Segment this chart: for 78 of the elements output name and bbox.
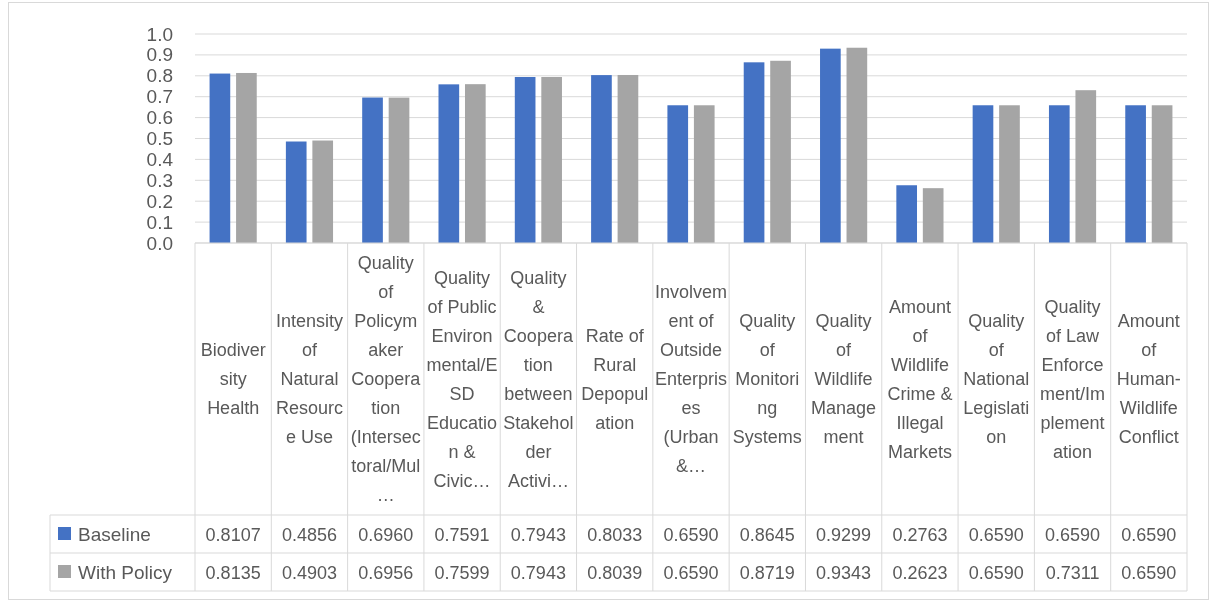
data-label: 0.8719: [739, 563, 795, 583]
data-label: 0.6590: [968, 525, 1024, 545]
data-label: 0.7943: [510, 563, 566, 583]
data-label: 0.7943: [510, 525, 566, 545]
y-tick-label: 0.6: [146, 107, 173, 129]
data-label: 0.6956: [358, 563, 414, 583]
x-tick-label: Amount of Human-Wildlife Conflict: [1116, 311, 1181, 447]
x-tick-label: Involvement of Outside Enterprises (Urban &…: [654, 282, 728, 476]
y-tick-label: 0.1: [146, 211, 173, 233]
data-label: 0.9299: [816, 525, 872, 545]
bar: [1151, 105, 1173, 243]
x-tick-label: Biodiversity Health: [200, 340, 266, 418]
category-label: Quality of Policymaker Cooperation (Intersectoral/Mul…: [350, 253, 421, 505]
data-label: 0.4856: [281, 525, 337, 545]
y-tick-label: 0.2: [146, 190, 173, 212]
data-label: 0.9343: [816, 563, 872, 583]
data-label: 0.2623: [892, 563, 948, 583]
bar: [591, 75, 612, 243]
bar: [693, 105, 715, 243]
bar: [820, 48, 841, 243]
bar: [999, 105, 1020, 243]
bar: [1048, 105, 1070, 243]
bar: [209, 73, 231, 243]
data-label: 0.6960: [358, 525, 414, 545]
bar: [438, 84, 460, 243]
x-tick-label: Quality of Monitoring Systems: [732, 311, 802, 447]
data-label: 0.2763: [892, 525, 948, 545]
bar: [1075, 90, 1097, 243]
y-tick-label: 1.0: [146, 23, 173, 45]
bar: [667, 105, 689, 243]
y-tick-label: 0.5: [146, 128, 173, 150]
bar: [896, 185, 918, 243]
bar: [1125, 105, 1146, 243]
bar: [743, 62, 765, 243]
data-label: 0.7599: [434, 563, 490, 583]
bar: [236, 72, 257, 243]
bar: [464, 84, 486, 243]
data-label: 0.6590: [968, 563, 1024, 583]
y-tick-label: 0.3: [146, 169, 173, 191]
x-tick-label: Quality of Law Enforcement/Implementation: [1040, 296, 1106, 462]
data-label: 0.8033: [587, 525, 643, 545]
bar: [312, 140, 334, 243]
x-tick-label: Amount of Wildlife Crime & Illegal Markets: [887, 296, 953, 462]
bar: [388, 97, 410, 243]
y-tick-label: 0.9: [146, 44, 173, 66]
data-label: 0.6590: [663, 563, 719, 583]
legend-label: Baseline: [78, 524, 151, 545]
x-tick-label: Rate of Rural Depopulation: [581, 325, 649, 433]
data-label: 0.7311: [1045, 563, 1100, 583]
bar: [770, 60, 791, 243]
bar: [972, 105, 994, 243]
bar: [285, 141, 307, 243]
data-label: 0.6590: [1121, 563, 1177, 583]
data-label: 0.8645: [739, 525, 795, 545]
bar: [617, 74, 639, 243]
x-tick-label: Quality of Public Environmental/ESD Education & Civic…: [426, 267, 498, 491]
y-tick-label: 0.7: [146, 86, 173, 108]
y-tick-label: 0.0: [146, 232, 173, 254]
bar: [846, 47, 868, 243]
y-tick-label: 0.4: [146, 148, 174, 170]
data-label: 0.8039: [587, 563, 643, 583]
data-label: 0.8107: [205, 525, 261, 545]
y-tick-label: 0.8: [146, 65, 173, 87]
bar: [922, 188, 944, 243]
bar: [362, 97, 383, 243]
data-label: 0.6590: [663, 525, 719, 545]
data-label: 0.4903: [281, 563, 337, 583]
x-tick-label: Quality & Cooperation between Stakeholder Activi…: [503, 267, 574, 491]
bar: [514, 76, 536, 243]
data-label: 0.6590: [1045, 525, 1101, 545]
data-label: 0.6590: [1121, 525, 1177, 545]
bar: [541, 76, 562, 243]
x-tick-label: Quality of Wildlife Management: [811, 311, 877, 447]
legend-label: With Policy: [78, 562, 173, 583]
data-label: 0.8135: [205, 563, 261, 583]
x-tick-label: Intensity of Natural Resource Use: [275, 311, 343, 447]
data-label: 0.7591: [434, 525, 490, 545]
x-tick-label: Quality of National Legislation: [963, 311, 1030, 447]
